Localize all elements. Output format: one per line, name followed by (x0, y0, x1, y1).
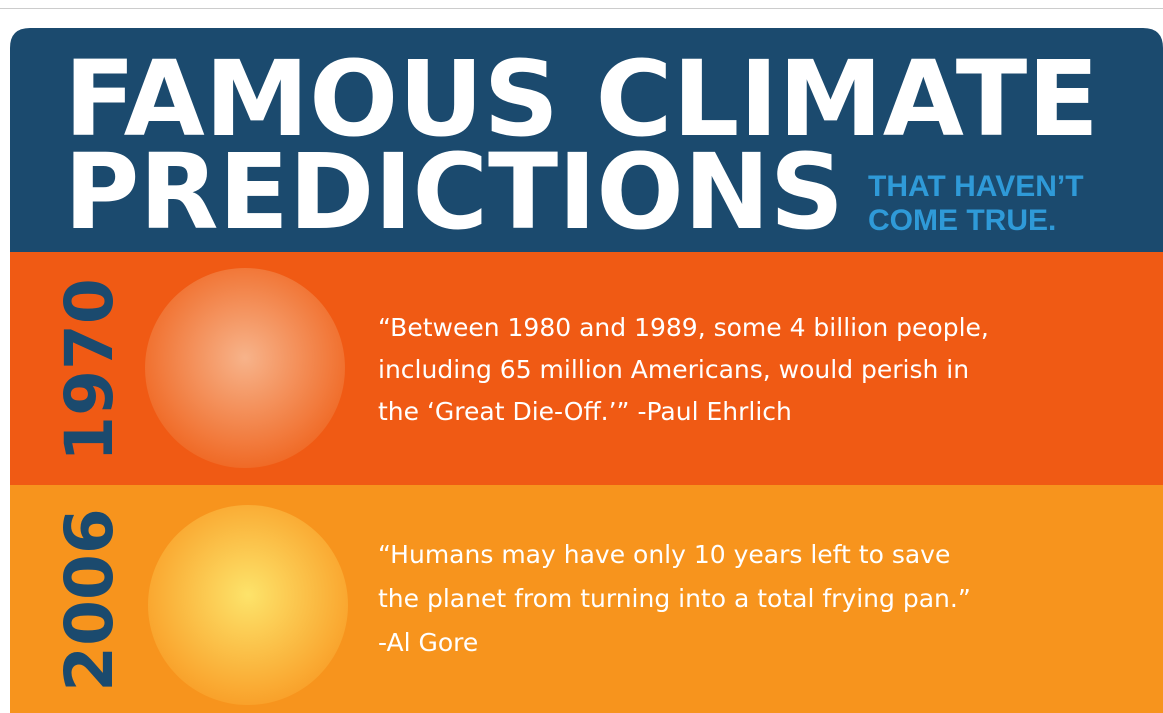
infographic: FAMOUS CLIMATE PREDICTIONS THAT HAVEN’T … (0, 0, 1163, 713)
year: 1970 (51, 278, 128, 462)
quote-line: -Al Gore (378, 628, 478, 657)
quote-line: the ‘Great Die-Off.’” -Paul Ehrlich (378, 397, 792, 426)
page: FAMOUS CLIMATE PREDICTIONS THAT HAVEN’T … (0, 0, 1163, 713)
title-line: PREDICTIONS (64, 131, 844, 253)
subtitle-line: COME TRUE. (868, 204, 1056, 237)
quote-line: the planet from turning into a total fry… (378, 584, 971, 613)
portrait (145, 268, 345, 468)
top-rule (0, 8, 1163, 9)
quote-line: including 65 million Americans, would pe… (378, 355, 969, 384)
subtitle-line: THAT HAVEN’T (868, 170, 1084, 203)
quote-line: “Humans may have only 10 years left to s… (378, 540, 950, 569)
quote-line: “Between 1980 and 1989, some 4 billion p… (378, 313, 989, 342)
year: 2006 (51, 508, 128, 692)
portrait (148, 505, 348, 705)
